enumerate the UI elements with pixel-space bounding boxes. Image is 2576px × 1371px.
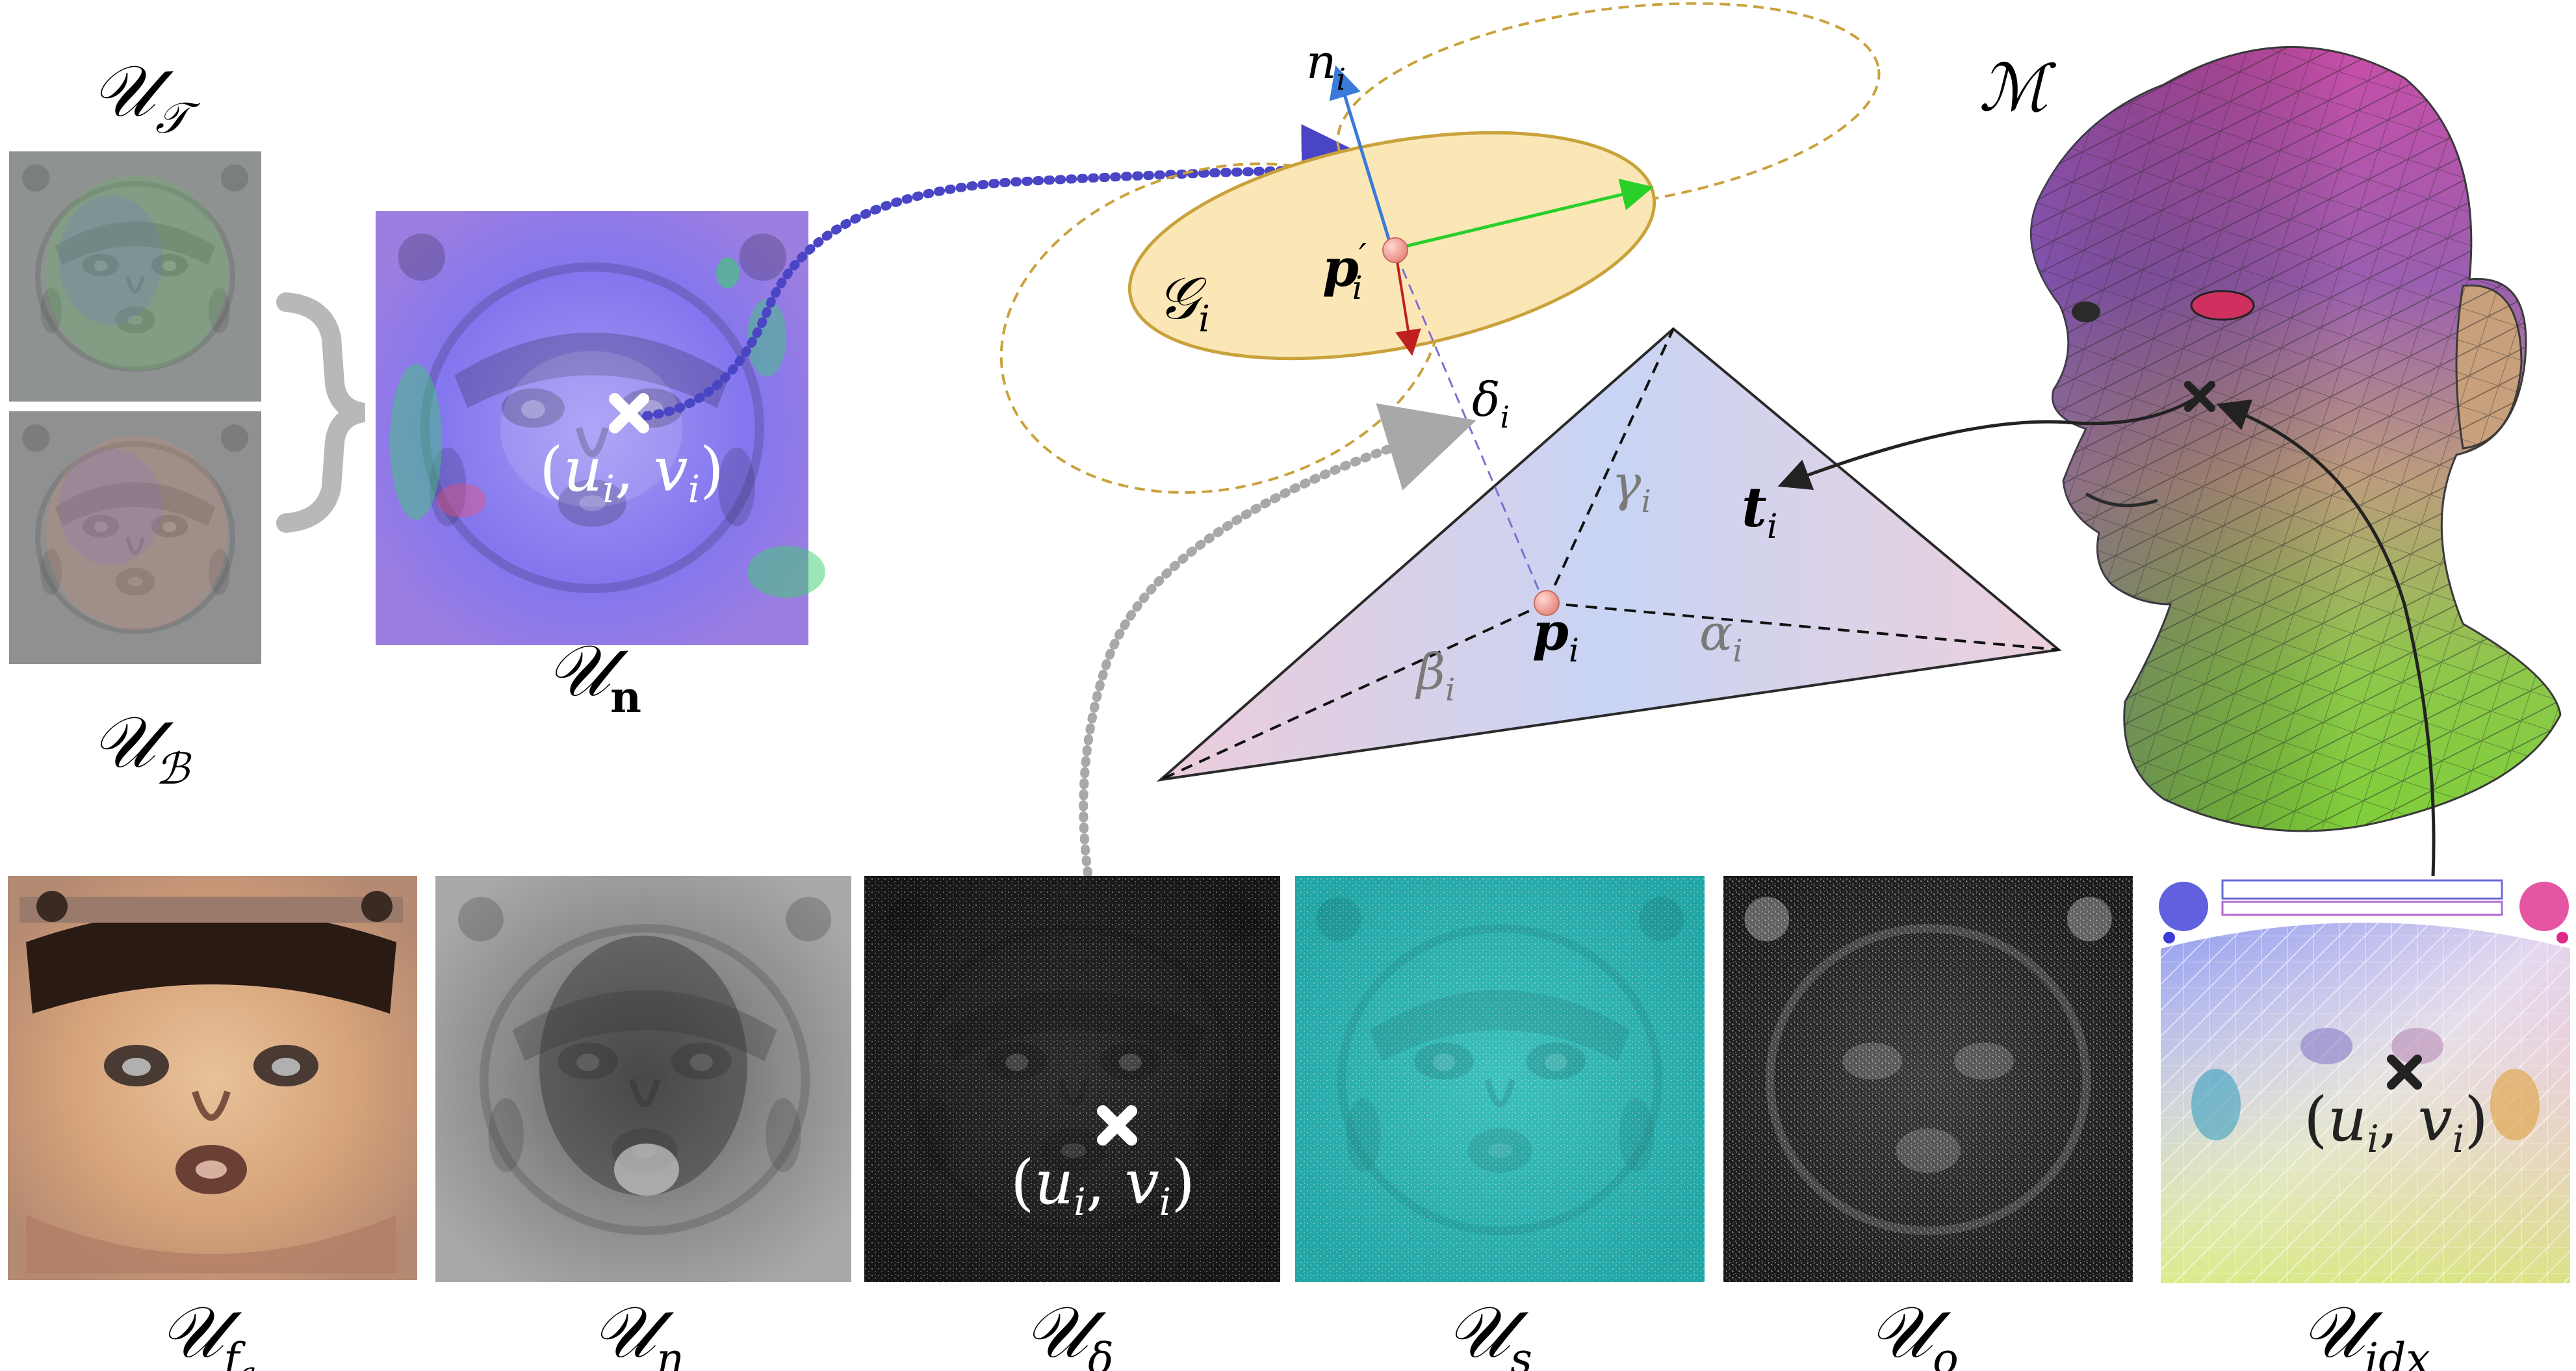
- bitangent-map: [9, 411, 261, 664]
- label-u-bitangent: 𝒰ℬ: [91, 700, 192, 794]
- label-u-idx: 𝒰idx: [2300, 1290, 2430, 1371]
- point-p-prime: [1382, 237, 1408, 263]
- label-u-albedo: 𝒰fa: [159, 1290, 257, 1371]
- label-beta: βi: [1415, 643, 1455, 708]
- cross-marker-delta-map: [1097, 1105, 1137, 1146]
- uv-label-normal-map: (ui, vi): [539, 435, 724, 511]
- red-axis: [1395, 253, 1421, 356]
- albedo-map: [8, 876, 417, 1280]
- blue-dotted-arrow: [642, 124, 1393, 420]
- head-mesh: [2029, 45, 2562, 832]
- barycentric-lines: [1160, 328, 2059, 781]
- cross-marker-idx-map: [2387, 1055, 2422, 1090]
- label-p: pi: [1532, 601, 1579, 669]
- label-u-tangent: 𝒰𝒯: [91, 49, 201, 143]
- label-delta: δi: [1472, 372, 1510, 435]
- normal-map: [376, 211, 825, 645]
- mesh-triangle: [1156, 327, 2062, 782]
- label-u-o: 𝒰o: [1868, 1290, 1959, 1371]
- cross-marker-normal-map: [609, 393, 649, 433]
- cross-marker-head: [2184, 381, 2215, 412]
- label-u-eta: 𝒰η: [591, 1290, 682, 1371]
- s-map: [1295, 876, 1705, 1282]
- curly-brace: [276, 292, 366, 533]
- eta-map: [435, 876, 851, 1282]
- arrow-head-to-t: [1777, 396, 2198, 491]
- uv-label-delta-map: (ui, vi): [1011, 1147, 1195, 1224]
- o-map: [1723, 876, 2135, 1284]
- label-mesh: ℳ: [1979, 50, 2057, 126]
- label-p-prime: p′ i: [1322, 237, 1367, 307]
- delta-map: [864, 876, 1280, 1282]
- uv-label-idx-map: (ui, vi): [2304, 1084, 2488, 1161]
- label-u-s: 𝒰s: [1446, 1290, 1532, 1371]
- green-axis: [1397, 178, 1654, 250]
- point-p: [1534, 590, 1560, 616]
- label-u-delta: 𝒰δ: [1024, 1290, 1114, 1371]
- label-gamma: γi: [1612, 454, 1651, 520]
- label-normal: ni: [1306, 34, 1346, 97]
- label-alpha: αi: [1699, 604, 1743, 669]
- label-t: ti: [1742, 475, 1777, 546]
- tangent-map: [9, 151, 261, 402]
- normal-vector: [1329, 65, 1394, 250]
- idx-map: [2156, 876, 2572, 1285]
